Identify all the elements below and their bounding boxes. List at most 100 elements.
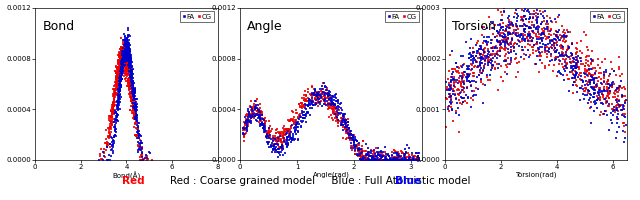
Point (607, 108, 618, 111)
Point (288, 137, 298, 140)
Point (614, 65, 624, 69)
Point (270, 148, 280, 151)
Point (383, 158, 394, 161)
Point (282, 132, 292, 135)
Point (304, 102, 314, 105)
Point (370, 158, 380, 162)
Point (129, 110, 140, 113)
Point (116, 59, 127, 62)
Point (116, 75, 126, 78)
Point (367, 158, 377, 162)
Point (390, 158, 400, 162)
Point (109, 142, 120, 145)
Point (550, 39, 561, 42)
Point (398, 156, 408, 159)
Text: Bond: Bond (42, 20, 75, 33)
Point (116, 56, 126, 59)
Point (115, 59, 125, 62)
Point (569, 81, 579, 84)
Point (330, 117, 340, 120)
Point (118, 69, 128, 72)
Point (513, 61, 523, 64)
Point (412, 158, 422, 162)
Point (310, 97, 320, 100)
Point (113, 60, 124, 63)
Point (406, 158, 417, 161)
Point (524, 30, 534, 34)
Point (124, 73, 134, 77)
Point (559, 40, 570, 43)
Point (550, 57, 561, 61)
Point (495, 25, 506, 28)
Point (596, 82, 607, 85)
Point (372, 158, 383, 162)
Point (275, 137, 285, 140)
Point (106, 126, 116, 129)
Point (260, 125, 270, 128)
Point (362, 157, 372, 160)
Point (121, 65, 131, 68)
Point (125, 74, 135, 77)
Point (620, 94, 630, 97)
Point (102, 142, 113, 146)
Point (294, 122, 304, 126)
Point (106, 116, 116, 119)
Point (504, 20, 515, 23)
Point (454, 71, 465, 75)
Point (332, 112, 342, 115)
Point (518, 16, 529, 19)
Point (125, 90, 136, 93)
Point (255, 115, 265, 119)
Point (115, 68, 125, 71)
Point (394, 158, 404, 162)
Point (127, 75, 137, 78)
Point (105, 134, 115, 137)
Point (390, 158, 401, 161)
Point (116, 64, 126, 67)
Point (512, 12, 522, 16)
Point (117, 66, 127, 69)
Point (275, 137, 285, 140)
Point (119, 58, 129, 61)
Point (289, 116, 299, 119)
Point (328, 106, 338, 109)
Point (368, 158, 378, 162)
Point (524, 10, 534, 14)
Point (124, 47, 134, 50)
Point (395, 155, 405, 159)
Point (111, 65, 122, 68)
Point (516, 32, 527, 35)
Point (618, 107, 628, 111)
Point (529, 10, 540, 13)
Point (113, 66, 124, 69)
Point (309, 91, 319, 94)
Point (604, 93, 614, 96)
Point (598, 86, 609, 89)
Point (462, 86, 472, 89)
Point (113, 94, 123, 97)
Point (490, 36, 500, 39)
Point (450, 92, 460, 95)
Point (107, 124, 117, 127)
Point (124, 83, 134, 86)
Point (554, 70, 564, 73)
Point (379, 158, 389, 162)
Point (303, 105, 313, 108)
Point (330, 94, 340, 97)
Point (460, 82, 470, 86)
Point (129, 116, 139, 119)
Point (113, 75, 124, 79)
Point (298, 119, 308, 122)
Point (130, 117, 140, 120)
Point (352, 139, 362, 143)
Point (350, 144, 360, 147)
Point (378, 158, 388, 162)
Point (573, 76, 584, 79)
Point (582, 73, 593, 76)
Point (117, 69, 127, 73)
Point (106, 131, 116, 134)
Point (468, 58, 478, 61)
Point (388, 158, 399, 162)
Point (116, 77, 126, 80)
Point (118, 58, 128, 61)
